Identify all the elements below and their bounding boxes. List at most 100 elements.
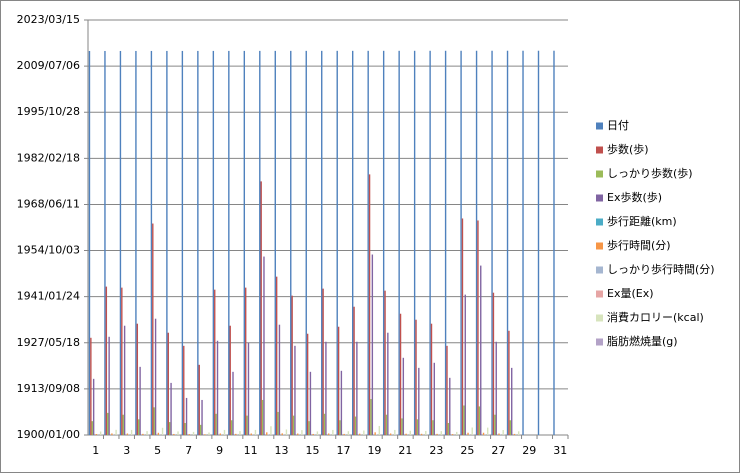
bar [215,413,217,435]
bar [184,423,186,435]
bar [451,434,454,435]
bar [405,433,407,435]
bar [387,332,389,435]
bar [429,50,431,435]
bar [154,318,157,435]
bar [278,324,281,435]
bar [146,431,148,435]
bar [229,325,231,435]
bar [136,323,139,435]
bar [380,434,382,435]
legend-swatch [596,266,603,274]
bar [121,287,123,435]
legend-swatch [596,146,603,154]
bar [367,50,369,435]
bar [517,431,520,435]
bar [90,337,92,435]
bar [413,50,416,435]
bar [537,50,540,435]
bar [198,364,200,435]
y-tick-label: 1982/02/18 [17,151,80,164]
bar [188,434,191,435]
bar [336,50,338,435]
bar [399,313,402,435]
bar [353,306,355,435]
legend-swatch [596,170,603,178]
bar [409,430,411,435]
bar [401,418,403,435]
bar [487,427,489,435]
bar [270,426,272,435]
x-tick-label: 27 [491,444,505,457]
legend-swatch [596,242,603,250]
bar [480,265,482,435]
bar [266,432,268,435]
bar [354,416,357,435]
legend-label: 歩数(歩) [607,142,649,156]
bar [384,290,386,435]
bar [498,433,500,435]
bar [495,341,497,435]
bar [153,407,155,435]
y-tick-label: 1954/10/03 [17,244,80,257]
bar [281,433,283,435]
bar [177,431,179,435]
bar [122,414,124,435]
bar [511,367,513,435]
bar [382,50,385,436]
bar [223,429,226,435]
bar [254,429,257,435]
bar [309,371,312,435]
bar [494,414,496,435]
y-tick-label: 1995/10/28 [17,105,80,118]
bar [130,429,133,435]
bar [425,430,427,435]
bar [204,434,206,435]
legend-label: 脂肪燃焼量(g) [607,334,678,348]
bar [294,345,296,435]
bar [482,432,485,435]
bar [444,50,447,435]
bar [446,345,448,435]
bar [161,427,164,435]
bar [91,421,93,435]
bar [340,370,343,435]
bar [119,50,122,435]
bar [111,433,113,435]
legend-label: 歩行時間(分) [607,238,671,252]
legend-swatch [596,338,603,346]
bar [509,420,512,435]
x-tick-label: 3 [123,444,130,457]
bar [260,181,262,435]
bar [316,431,319,435]
legend-label: 歩行距離(km) [607,214,677,228]
x-tick-label: 17 [336,444,350,457]
bar [447,423,450,435]
legend-swatch [596,290,603,298]
bar [321,50,323,436]
bar [332,429,334,435]
bar [502,430,504,435]
bar [492,292,495,435]
bar [214,289,216,435]
bar [347,431,350,435]
bar [305,50,307,436]
bar [488,434,490,435]
bar [230,420,233,435]
bar [245,287,247,435]
x-tick-label: 19 [367,444,381,457]
bar [436,433,438,435]
bar [232,371,234,435]
bar [139,366,141,435]
bar [325,341,327,435]
bar [297,433,299,435]
bar [363,430,365,435]
bar [432,420,434,435]
bar [168,422,171,435]
bar [323,413,326,435]
bar [472,434,475,435]
bar [285,429,288,435]
bar [263,256,265,435]
bar [491,50,493,435]
